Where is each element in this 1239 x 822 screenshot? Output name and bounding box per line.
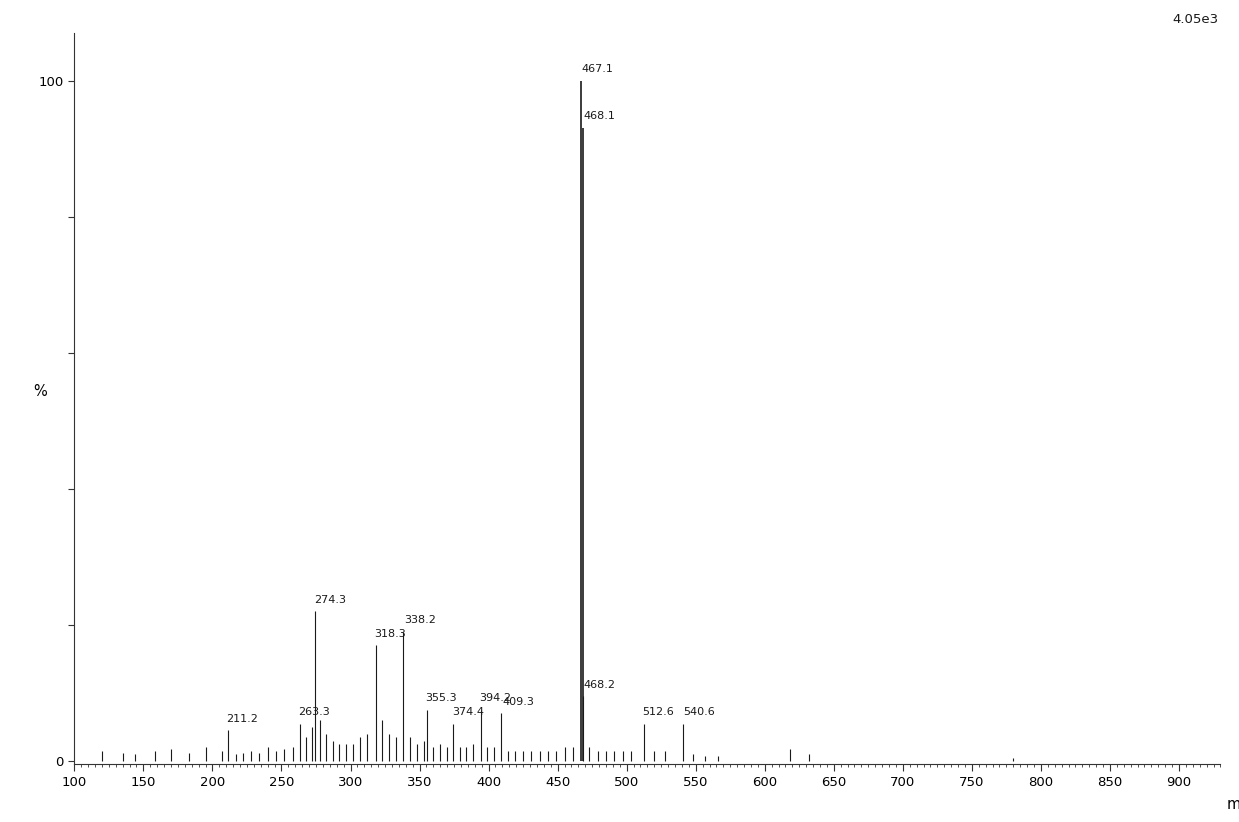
Text: 540.6: 540.6 [684,707,715,717]
Text: m/z: m/z [1227,797,1239,812]
Text: 263.3: 263.3 [299,707,331,717]
Text: 211.2: 211.2 [227,713,259,723]
Text: 274.3: 274.3 [313,594,346,604]
Text: 468.2: 468.2 [584,680,616,690]
Text: 4.05e3: 4.05e3 [1172,12,1218,25]
Text: 409.3: 409.3 [502,696,534,707]
Y-axis label: %: % [33,384,47,399]
Text: 338.2: 338.2 [404,615,436,625]
Text: 374.4: 374.4 [452,707,484,717]
Text: 512.6: 512.6 [643,707,674,717]
Text: 468.1: 468.1 [584,111,616,122]
Text: 394.2: 394.2 [479,693,512,703]
Text: 318.3: 318.3 [374,629,406,639]
Text: 355.3: 355.3 [425,693,457,703]
Text: 467.1: 467.1 [582,64,613,74]
